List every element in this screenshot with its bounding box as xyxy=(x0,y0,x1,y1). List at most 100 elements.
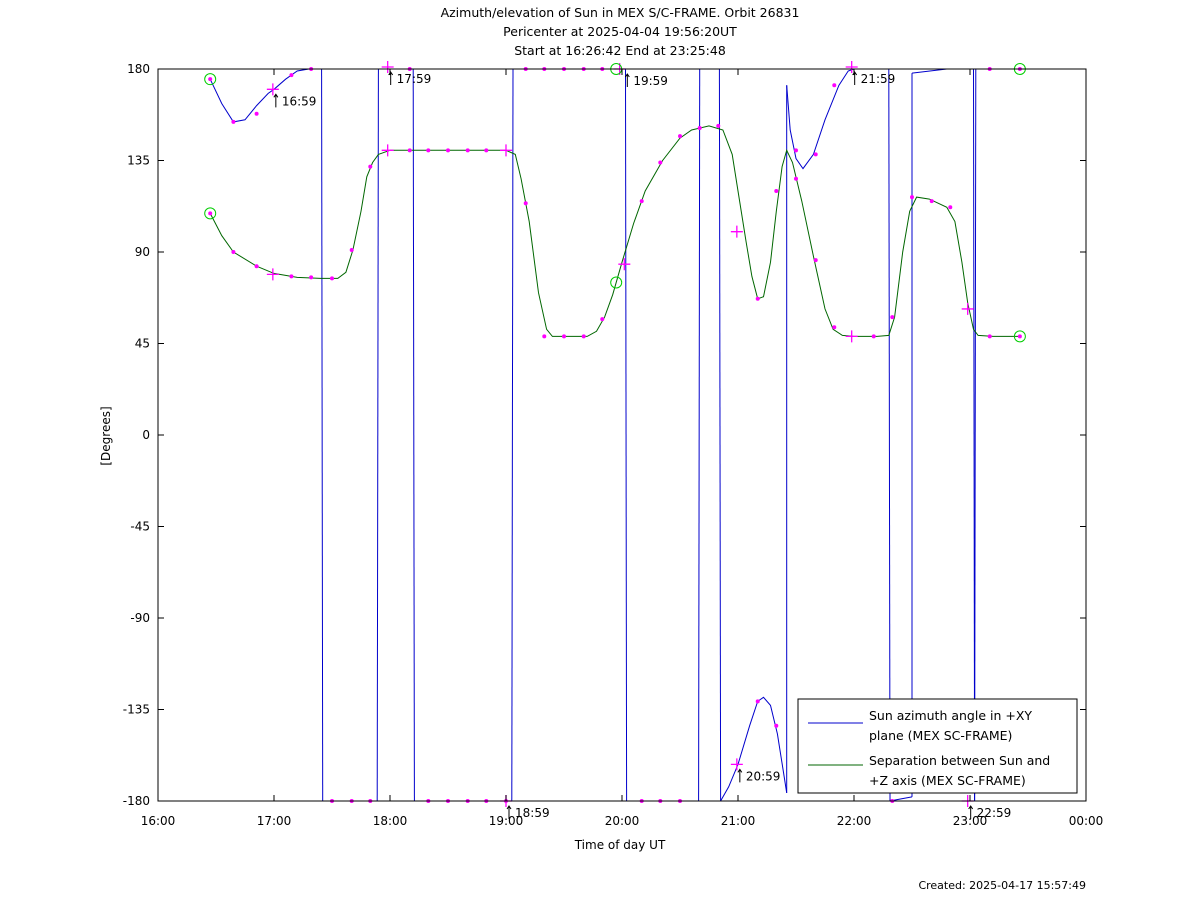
series-0-line-segment-9 xyxy=(625,68,628,802)
x-tick-label-8: 00:00 xyxy=(1069,814,1104,828)
endpoint-circle-marker-1 xyxy=(204,207,217,220)
plot-area: 16:59 17:59 18:59 19:59 20:59 21:59 22:59 xyxy=(204,60,1026,820)
data-point-dot-29 xyxy=(562,334,566,339)
y-axis-label: [Degrees] xyxy=(99,406,113,465)
data-point-dot-28 xyxy=(542,334,547,339)
y-tick-label-6: -90 xyxy=(130,611,150,625)
legend-label-separation-line2: +Z axis (MEX SC-FRAME) xyxy=(869,773,1026,788)
data-point-dot-0 xyxy=(208,77,213,82)
endpoint-circle-marker-3 xyxy=(610,276,623,289)
series-0-line-segment-17 xyxy=(888,68,891,802)
endpoint-circle-marker-5 xyxy=(1013,330,1026,343)
chart-title-line1: Azimuth/elevation of Sun in MEX S/C-FRAM… xyxy=(441,5,800,20)
series-0-line-segment-20 xyxy=(911,68,974,74)
hour-cross-marker-9 xyxy=(730,225,743,238)
data-point-dot-12 xyxy=(368,164,373,169)
data-point-dot-46 xyxy=(774,723,779,728)
data-point-dot-10 xyxy=(330,276,334,281)
y-tick-label-1: 135 xyxy=(127,154,150,168)
annotation-label-1: 17:59 xyxy=(397,72,432,86)
annotation-arrow-1 xyxy=(388,71,394,85)
y-tick-label-5: -45 xyxy=(130,520,150,534)
hour-cross-marker-8 xyxy=(730,758,743,771)
data-point-dot-35 xyxy=(697,125,702,130)
y-tick-label-3: 45 xyxy=(135,337,150,351)
data-point-dot-32 xyxy=(639,199,644,204)
data-point-dot-49 xyxy=(794,148,798,153)
x-tick-label-3: 19:00 xyxy=(489,814,524,828)
data-point-dot-15 xyxy=(446,148,450,153)
endpoint-circle-marker-0 xyxy=(204,73,217,86)
annotation-label-2: 18:59 xyxy=(515,806,550,820)
x-tick-label-5: 21:00 xyxy=(721,814,756,828)
axis-ticks: 16:00 17:00 18:00 19:00 20:00 21:00 22:00 23:00… xyxy=(123,62,1104,828)
y-tick-label-2: 90 xyxy=(135,245,150,259)
hour-cross-marker-10 xyxy=(845,60,858,73)
y-tick-label-4: 0 xyxy=(142,428,150,442)
data-point-dot-55 xyxy=(910,195,914,200)
series-0-line-segment-3 xyxy=(376,68,379,802)
legend-label-azimuth-line2: plane (MEX SC-FRAME) xyxy=(869,728,1012,743)
hour-cross-marker-2 xyxy=(381,60,394,73)
x-tick-label-6: 22:00 xyxy=(837,814,872,828)
chart-title-line2: Pericenter at 2025-04-04 19:56:20UT xyxy=(503,24,737,39)
data-point-dot-45 xyxy=(755,699,760,704)
data-point-dot-9 xyxy=(309,275,314,280)
x-axis-label: Time of day UT xyxy=(574,838,666,852)
hour-cross-marker-11 xyxy=(845,330,858,343)
series-0-line-segment-22 xyxy=(974,68,977,802)
series-0-line-segment-11 xyxy=(698,68,701,802)
data-point-dot-54 xyxy=(890,315,895,320)
data-point-dot-3 xyxy=(289,73,294,78)
annotation-label-4: 20:59 xyxy=(746,769,781,783)
y-tick-label-8: -180 xyxy=(123,794,150,808)
data-point-dot-56 xyxy=(929,199,934,204)
data-point-dot-6 xyxy=(231,250,236,254)
data-point-dot-11 xyxy=(349,247,354,252)
data-point-dot-60 xyxy=(832,83,837,88)
y-tick-label-7: -135 xyxy=(123,703,150,717)
series-0-line-segment-14 xyxy=(720,696,788,802)
data-point-dot-57 xyxy=(948,205,953,210)
series-1-line-segment-0 xyxy=(209,125,1020,337)
data-point-dot-17 xyxy=(484,148,489,153)
data-point-dot-59 xyxy=(813,152,818,157)
legend-label-separation-line1: Separation between Sun and xyxy=(869,753,1050,768)
x-tick-label-1: 17:00 xyxy=(257,814,292,828)
x-tick-label-7: 23:00 xyxy=(953,814,988,828)
series-0-line-segment-0 xyxy=(209,68,322,123)
data-point-dot-2 xyxy=(254,111,259,116)
data-point-dot-27 xyxy=(523,201,528,206)
data-point-dot-53 xyxy=(871,334,876,339)
data-point-dot-5 xyxy=(208,211,213,216)
plot-frame xyxy=(157,68,1087,802)
annotation-label-6: 22:59 xyxy=(977,806,1012,820)
x-tick-label-4: 20:00 xyxy=(605,814,640,828)
annotation-label-0: 16:59 xyxy=(282,94,317,108)
data-point-dot-13 xyxy=(407,148,412,153)
chart-title-line3: Start at 16:26:42 End at 23:25:48 xyxy=(514,43,726,58)
data-point-dot-36 xyxy=(716,123,721,128)
annotation-label-5: 21:59 xyxy=(861,72,896,86)
annotation-arrow-4 xyxy=(737,768,743,783)
y-tick-label-0: 180 xyxy=(127,62,150,76)
series-0-line-segment-5 xyxy=(412,68,415,802)
data-point-dot-1 xyxy=(231,119,236,124)
data-point-dot-14 xyxy=(426,148,431,153)
hour-cross-marker-3 xyxy=(381,144,394,157)
series-0-line-segment-1 xyxy=(321,68,324,802)
data-point-dot-7 xyxy=(254,264,259,269)
hour-cross-marker-1 xyxy=(266,268,279,281)
hour-cross-marker-0 xyxy=(266,83,279,96)
x-tick-label-0: 16:00 xyxy=(141,814,176,828)
data-point-dot-33 xyxy=(658,160,663,165)
data-point-dot-52 xyxy=(832,325,837,330)
annotation-label-3: 19:59 xyxy=(633,74,668,88)
annotation-arrow-6 xyxy=(968,805,974,819)
x-tick-label-2: 18:00 xyxy=(373,814,408,828)
data-point-dot-48 xyxy=(774,189,779,193)
annotation-arrow-0 xyxy=(273,93,279,108)
legend-box xyxy=(797,698,1078,794)
annotation-arrow-3 xyxy=(624,73,630,87)
